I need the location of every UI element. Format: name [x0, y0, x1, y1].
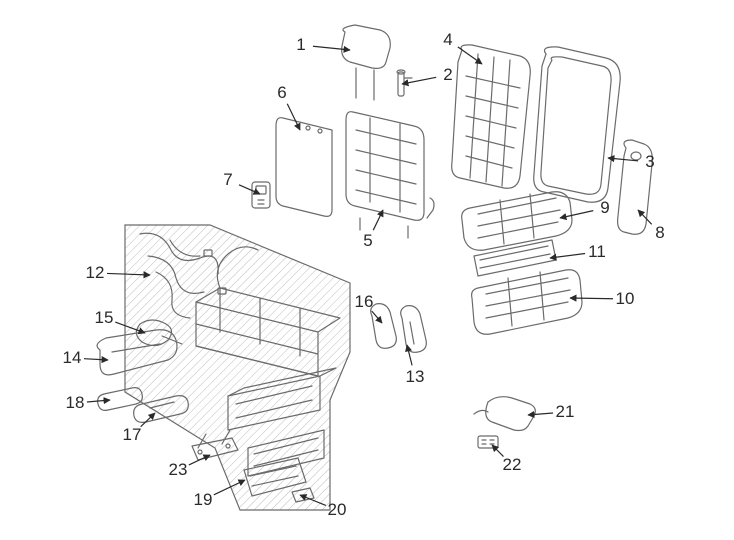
callout-label-6: 6 [277, 83, 286, 103]
callout-label-8: 8 [655, 223, 664, 243]
callout-label-13: 13 [406, 367, 425, 387]
leader-9 [560, 211, 593, 218]
callout-label-3: 3 [645, 152, 654, 172]
leader-21 [528, 413, 553, 415]
callout-label-18: 18 [66, 393, 85, 413]
callout-label-9: 9 [600, 198, 609, 218]
part-connector [478, 436, 498, 448]
callout-label-16: 16 [355, 292, 374, 312]
callout-label-22: 22 [503, 455, 522, 475]
callout-label-2: 2 [443, 65, 452, 85]
part-seat-back-cover [534, 47, 621, 202]
callout-label-12: 12 [86, 263, 105, 283]
part-switch [252, 182, 270, 208]
leader-5 [373, 210, 383, 230]
callout-label-21: 21 [556, 402, 575, 422]
leader-18 [87, 400, 110, 402]
exploded-diagram-canvas [0, 0, 734, 540]
leader-23 [189, 455, 210, 465]
callout-label-10: 10 [616, 289, 635, 309]
part-seat-cushion [462, 192, 572, 251]
shaded-assembly-region [125, 225, 350, 510]
leader-13 [407, 345, 412, 365]
part-cushion-support [474, 240, 556, 276]
part-hinge-cover-outer [371, 304, 397, 349]
callout-label-17: 17 [123, 425, 142, 445]
callout-label-15: 15 [95, 308, 114, 328]
part-back-panel [276, 118, 332, 217]
part-hinge-cover-inner [401, 306, 427, 353]
callout-label-14: 14 [63, 348, 82, 368]
callout-label-19: 19 [194, 490, 213, 510]
callout-label-11: 11 [588, 242, 606, 262]
leader-14 [84, 359, 108, 360]
callout-label-23: 23 [169, 460, 188, 480]
callout-label-20: 20 [328, 500, 347, 520]
part-headrest [342, 25, 391, 100]
callout-label-7: 7 [223, 170, 232, 190]
callout-label-1: 1 [296, 35, 305, 55]
part-cushion-frame [472, 270, 582, 335]
leader-6 [287, 104, 300, 130]
leader-1 [313, 46, 350, 50]
leader-8 [638, 210, 652, 224]
callout-label-4: 4 [443, 30, 452, 50]
callout-label-5: 5 [363, 231, 372, 251]
leader-10 [570, 298, 613, 299]
part-seat-back-pad [452, 45, 531, 188]
part-seat-back-frame [346, 112, 434, 238]
part-seat-module [474, 397, 535, 431]
